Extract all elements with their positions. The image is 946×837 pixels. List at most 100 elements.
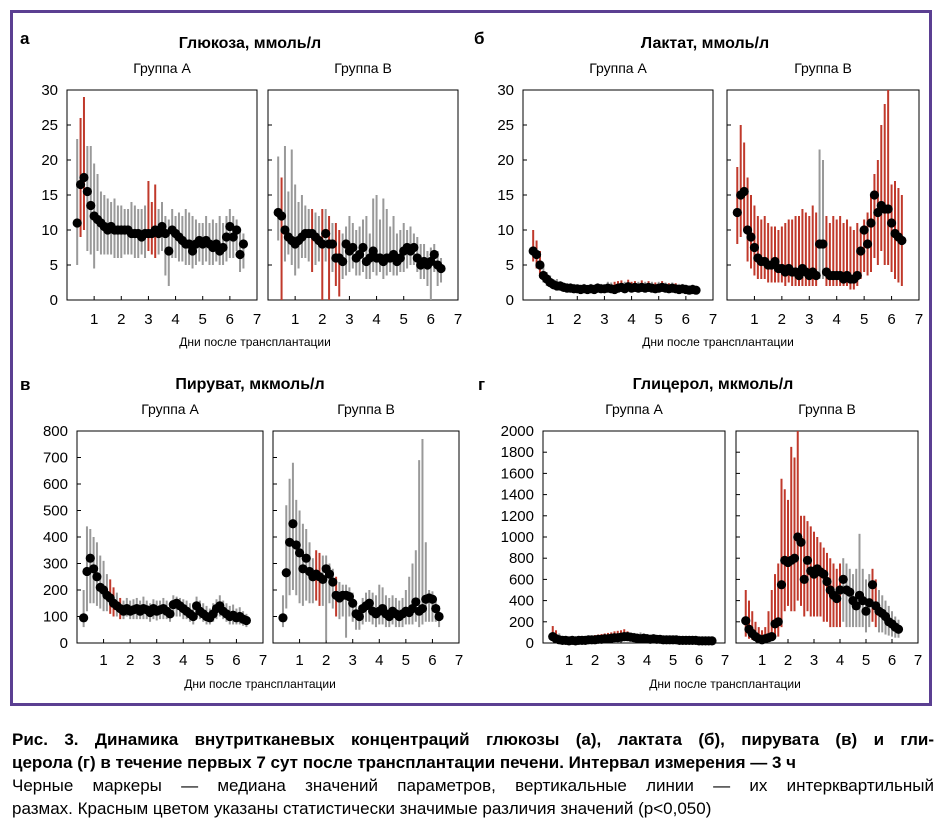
median-marker [328, 577, 338, 587]
plot-area-group-a: Группа А 1 2 3 4 5 6 7 [66, 60, 261, 328]
median-marker [691, 285, 701, 295]
x-axis-label: Дни после трансплантации [184, 677, 336, 691]
median-marker [767, 632, 777, 642]
plot-frame [66, 89, 258, 301]
median-marker [535, 260, 545, 270]
median-marker [301, 553, 311, 563]
median-marker [341, 239, 351, 249]
group-subtitle: Группа В [337, 401, 395, 417]
x-tick-label: 3 [617, 652, 625, 669]
x-tick-label: 6 [428, 652, 436, 669]
x-tick-label: 3 [349, 652, 357, 669]
y-tick-label: 1600 [501, 465, 534, 482]
median-marker [417, 603, 428, 614]
median-marker [79, 172, 89, 183]
y-tick-label: 20 [497, 152, 514, 169]
x-tick-label: 4 [627, 311, 635, 328]
median-marker [364, 598, 374, 608]
x-tick-label: 1 [99, 652, 107, 669]
median-marker [241, 615, 251, 626]
y-tick-label: 0 [506, 292, 514, 309]
median-marker [886, 218, 897, 228]
median-marker [184, 239, 194, 249]
median-marker [845, 587, 855, 597]
median-marker [796, 537, 806, 547]
median-marker [799, 574, 809, 585]
group-subtitle: Группа В [794, 60, 852, 76]
median-marker [707, 636, 717, 646]
median-marker [426, 256, 436, 267]
median-marker [388, 249, 399, 260]
median-marker [75, 179, 86, 190]
median-marker [324, 569, 335, 579]
x-tick-label: 2 [322, 652, 330, 669]
median-marker [773, 617, 783, 627]
median-marker [317, 239, 327, 249]
x-tick-label: 1 [90, 311, 98, 328]
x-tick-label: 3 [153, 652, 161, 669]
chart-title: Лактат, ммоль/л [641, 35, 769, 52]
median-marker [861, 606, 871, 616]
caption-line-2: церола (г) в течение первых 7 сут после … [12, 753, 796, 772]
median-marker [741, 616, 751, 626]
y-tick-label: 20 [41, 152, 58, 169]
median-marker [368, 246, 378, 256]
x-tick-label: 7 [455, 652, 463, 669]
y-tick-label: 25 [41, 117, 58, 134]
y-tick-label: 600 [43, 476, 68, 493]
y-tick-label: 1400 [501, 487, 534, 504]
x-tick-label: 4 [179, 652, 187, 669]
group-subtitle: Группа А [589, 60, 647, 76]
median-marker [776, 580, 787, 590]
x-tick-label: 6 [682, 311, 690, 328]
x-tick-label: 3 [810, 652, 818, 669]
median-marker [819, 569, 829, 579]
x-tick-label: 6 [232, 652, 240, 669]
median-marker [89, 564, 99, 574]
median-marker [281, 568, 291, 578]
median-marker [789, 553, 800, 563]
x-tick-label: 5 [400, 311, 408, 328]
median-marker [893, 624, 904, 634]
y-tick-label: 200 [43, 582, 68, 599]
x-tick-label: 6 [695, 652, 703, 669]
x-tick-label: 4 [372, 311, 380, 328]
median-marker [187, 246, 198, 256]
median-marker [770, 256, 780, 267]
y-tick-label: 1800 [501, 444, 534, 461]
y-tick-label: 100 [43, 609, 68, 626]
y-tick-label: 30 [497, 82, 514, 99]
plot-area-group-b: Группа В 1 2 3 4 5 6 7 [735, 401, 922, 669]
y-tick-label: 5 [50, 257, 58, 274]
x-tick-label: 2 [318, 311, 326, 328]
x-tick-label: 4 [643, 652, 651, 669]
median-marker [348, 598, 358, 608]
median-marker [165, 609, 175, 619]
median-marker [811, 270, 821, 281]
median-marker [851, 601, 861, 611]
y-tick-label: 200 [509, 614, 534, 631]
chart-panel-4: г Глицерол, мкмоль/л020040060080010001200… [478, 375, 922, 691]
median-marker [321, 228, 331, 239]
median-marker [883, 204, 893, 214]
x-tick-label: 6 [887, 311, 895, 328]
median-marker [856, 246, 866, 256]
x-axis-label: Дни после трансплантации [179, 335, 331, 349]
y-tick-label: 0 [60, 635, 68, 652]
x-tick-label: 3 [600, 311, 608, 328]
median-marker [157, 221, 167, 232]
x-axis-label: Дни после трансплантации [649, 677, 801, 691]
y-tick-label: 0 [50, 292, 58, 309]
median-marker [395, 253, 405, 263]
median-marker [211, 239, 221, 249]
x-tick-label: 3 [805, 311, 813, 328]
median-marker [86, 200, 96, 211]
median-marker [732, 207, 742, 218]
median-marker [72, 218, 82, 228]
x-axis-label: Дни после трансплантации [642, 335, 794, 349]
y-tick-label: 800 [43, 423, 68, 440]
median-marker [365, 253, 375, 263]
y-tick-label: 0 [526, 635, 534, 652]
